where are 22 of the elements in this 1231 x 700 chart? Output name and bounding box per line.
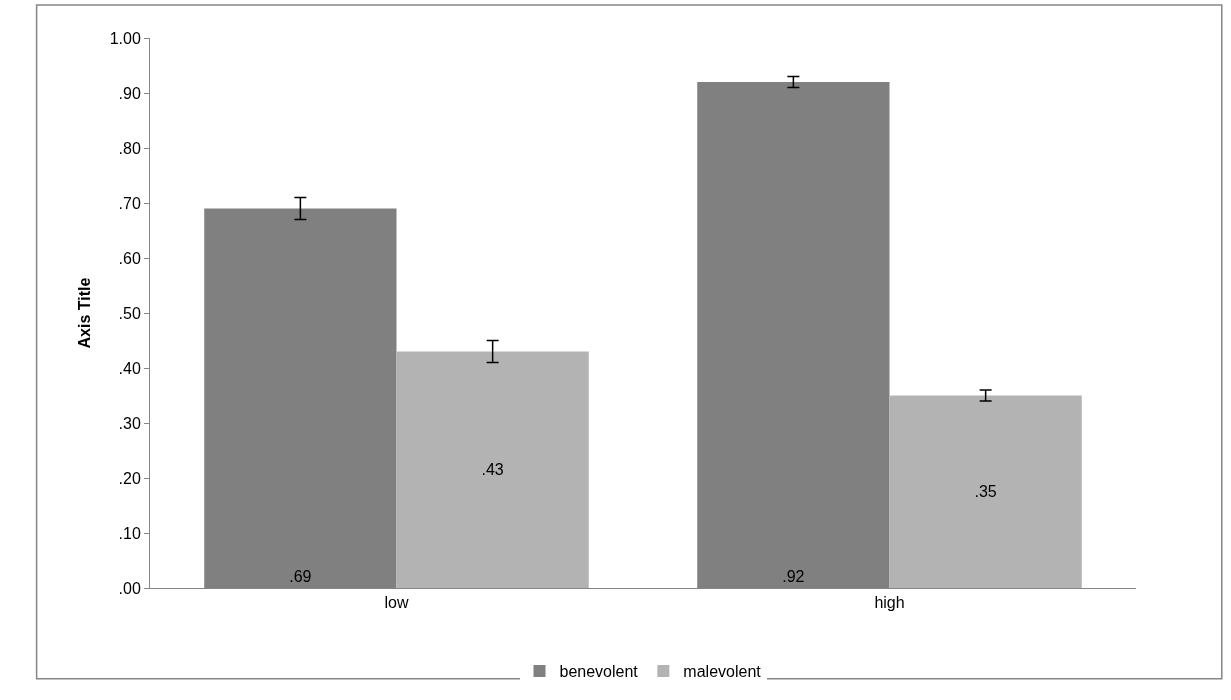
- data-label: .43: [481, 461, 504, 479]
- y-tick-label: .40: [118, 359, 141, 377]
- data-label: .69: [289, 568, 312, 585]
- data-label: .92: [782, 568, 805, 585]
- y-tick-label: .10: [118, 524, 141, 542]
- bar: [889, 395, 1082, 588]
- y-tick-label: 1.00: [109, 29, 141, 47]
- bar: [396, 351, 589, 588]
- y-tick-label: .30: [118, 414, 141, 432]
- y-axis-title: Axis Title: [75, 277, 93, 349]
- x-tick-label: low: [384, 594, 409, 612]
- y-tick-label: .90: [118, 84, 141, 102]
- y-tick-label: .50: [118, 304, 141, 322]
- x-tick-label: high: [874, 594, 905, 612]
- legend-label: benevolent: [559, 663, 639, 681]
- y-tick-label: .80: [118, 139, 141, 157]
- legend-label: malevolent: [683, 663, 762, 681]
- y-tick-label: .60: [118, 249, 141, 267]
- y-tick-label: .00: [118, 579, 141, 597]
- y-tick-label: .70: [118, 194, 141, 212]
- y-tick-label: .20: [118, 469, 141, 487]
- data-label: .35: [974, 483, 997, 501]
